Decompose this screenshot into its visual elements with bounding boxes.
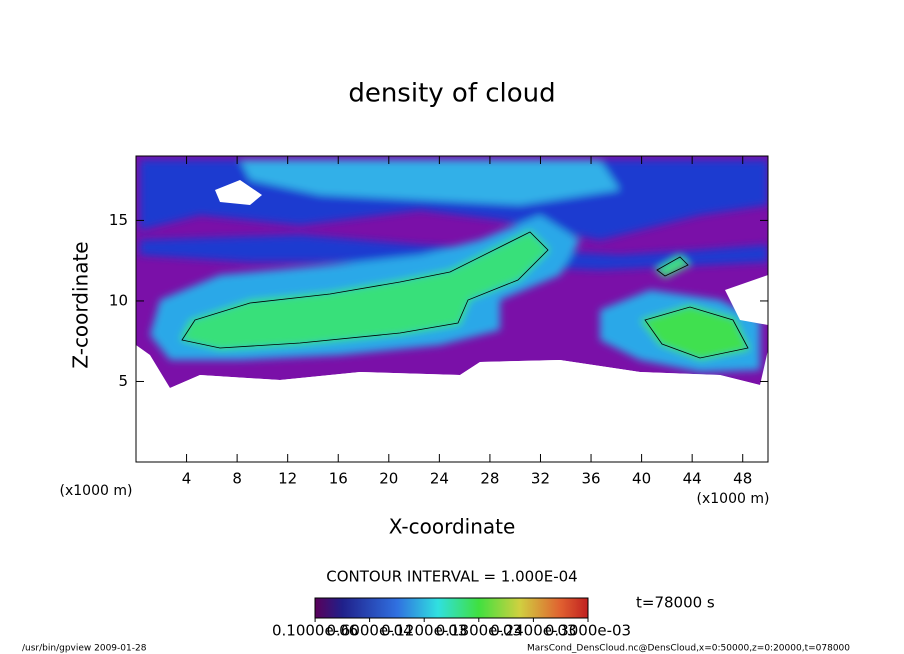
colorbar <box>314 597 589 619</box>
x-axis-label: X-coordinate <box>389 515 516 539</box>
x-tick-label: 12 <box>278 470 297 488</box>
contour-interval: CONTOUR INTERVAL = 1.000E-04 <box>326 568 577 586</box>
time-label: t=78000 s <box>636 594 715 612</box>
x-tick-label: 36 <box>581 470 600 488</box>
cloud-field <box>136 156 768 462</box>
colorbar-tick-label: 0.1800e-03 <box>436 622 522 640</box>
y-unit: (x1000 m) <box>60 483 133 499</box>
colorbar-tick-label: 0.6000e-04 <box>326 622 412 640</box>
x-tick-label: 32 <box>531 470 550 488</box>
y-tick-label: 5 <box>118 372 128 390</box>
x-tick-label: 16 <box>329 470 348 488</box>
x-tick-label: 28 <box>480 470 499 488</box>
y-tick-label: 15 <box>109 211 128 229</box>
y-tick-label: 10 <box>109 291 128 309</box>
colorbar-tick-label: 0.3000e-03 <box>545 622 631 640</box>
x-tick-label: 44 <box>683 470 702 488</box>
x-tick-label: 40 <box>632 470 651 488</box>
x-unit: (x1000 m) <box>697 491 770 507</box>
y-axis-label: Z-coordinate <box>69 241 93 368</box>
x-tick-label: 24 <box>430 470 449 488</box>
x-tick-label: 20 <box>379 470 398 488</box>
x-tick-label: 4 <box>182 470 192 488</box>
colorbar-tick-label: 0.1000e-06 <box>272 622 358 640</box>
plot-frame <box>135 155 769 463</box>
footer-left: /usr/bin/gpview 2009-01-28 <box>22 644 147 654</box>
x-tick-label: 48 <box>733 470 752 488</box>
colorbar-tick-label: 0.1200e-03 <box>381 622 467 640</box>
chart-title: density of cloud <box>348 79 555 109</box>
x-tick-label: 8 <box>232 470 242 488</box>
colorbar-tick-label: 0.2400e-03 <box>490 622 576 640</box>
footer-right: MarsCond_DensCloud.nc@DensCloud,x=0:5000… <box>527 644 850 654</box>
